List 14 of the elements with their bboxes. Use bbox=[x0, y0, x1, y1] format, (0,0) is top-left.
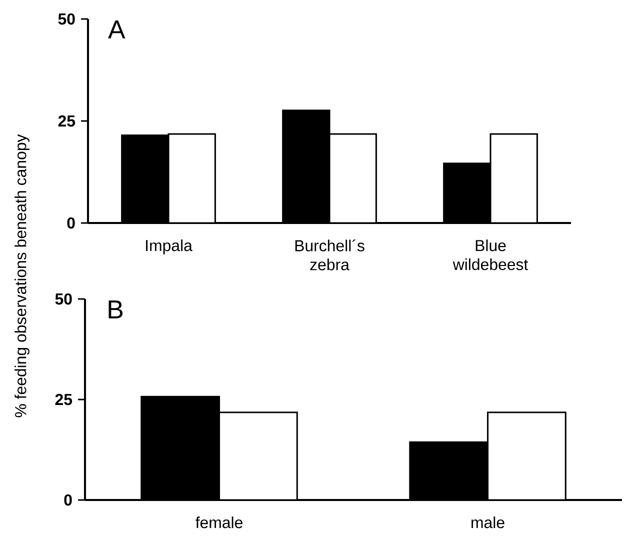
x-tick-label: Impala bbox=[146, 240, 192, 254]
y-tick-label: 0 bbox=[64, 494, 72, 506]
x-tick-label: male bbox=[472, 516, 504, 528]
x-tick-label: Blue wildebeest bbox=[452, 240, 528, 270]
chart-title: B bbox=[108, 300, 123, 318]
y-tick-label: 50 bbox=[55, 293, 72, 305]
y-tick-label: 25 bbox=[58, 115, 76, 127]
chart-title: A bbox=[108, 20, 126, 38]
y-tick-label: 0 bbox=[67, 217, 75, 229]
y-tick-label: 50 bbox=[58, 13, 75, 25]
y-tick-label: 25 bbox=[55, 394, 72, 406]
x-tick-label: female bbox=[196, 516, 242, 528]
x-tick-label: Burchell´s zebra bbox=[295, 240, 364, 270]
y-axis-title: % feeding observations beneath canopy bbox=[14, 134, 30, 418]
